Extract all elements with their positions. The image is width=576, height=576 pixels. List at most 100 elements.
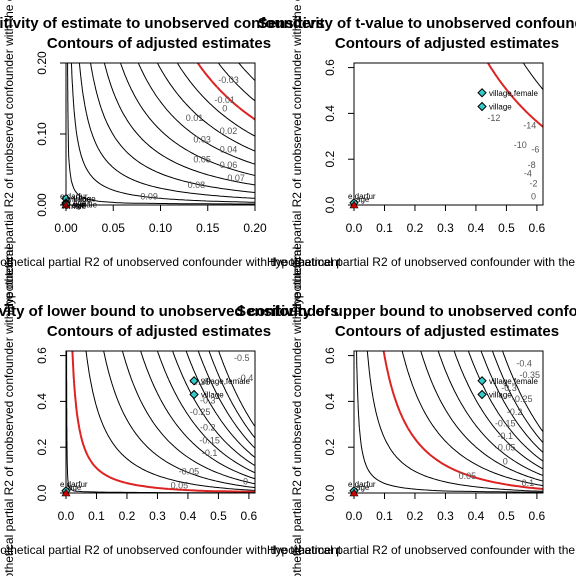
contour-line (356, 351, 543, 493)
x-tick-label: 0.10 (149, 221, 173, 235)
x-tick-label: 0.20 (243, 221, 267, 235)
y-tick-label: 0.6 (323, 59, 337, 76)
origin-point-label: age (356, 483, 370, 492)
x-tick-label: 0.15 (196, 221, 220, 235)
benchmark-point (477, 389, 487, 400)
benchmark-label: village (489, 103, 512, 112)
contour-label: -0.3 (200, 396, 216, 406)
x-tick-label: 0.1 (376, 221, 393, 235)
contour-label: -0.05 (179, 467, 200, 477)
chart-title: Sensitivity of lower bound to unobserved… (0, 303, 339, 320)
contour-line (185, 351, 255, 458)
y-tick-label: 0.0 (323, 484, 337, 501)
contour-label: 0 (531, 191, 536, 201)
contour-label: -6 (531, 144, 539, 154)
contour-label: -0.35 (190, 377, 211, 387)
x-axis-label: Hypothetical partial R2 of unobserved co… (267, 255, 576, 269)
contour-label: -10 (514, 140, 527, 150)
benchmark-point (189, 389, 199, 400)
x-tick-label: 0.5 (498, 221, 515, 235)
bound-point (349, 200, 359, 209)
origin-point-label: female (62, 202, 87, 211)
benchmark-label: village (73, 195, 96, 204)
contour-line (120, 63, 255, 176)
contour-label: 0 (243, 476, 248, 486)
contour-label: -0.05 (495, 442, 516, 452)
contour-line (90, 63, 255, 193)
y-axis-label: Hypothetical partial R2 of unobserved co… (290, 243, 304, 576)
contour-line (103, 63, 255, 186)
contour-label: 0.09 (140, 191, 158, 201)
bound-point (349, 488, 359, 497)
bound-point (61, 200, 71, 209)
contour-label: -0.4 (516, 359, 532, 369)
contour-line (67, 63, 255, 205)
y-tick-label: 0.0 (323, 196, 337, 213)
origin-point-label: e darfur (348, 192, 376, 201)
benchmark-point (477, 376, 487, 386)
contour-line (137, 63, 255, 165)
contour-label: 0.08 (188, 180, 206, 190)
chart-title: Sensitivity of estimate to unobserved co… (0, 15, 324, 32)
x-tick-label: 0.1 (88, 509, 105, 523)
y-tick-label: 0.2 (323, 439, 337, 456)
contour-lines (67, 63, 255, 205)
contour-label: -0.4 (238, 373, 254, 383)
y-tick-label: 0.0 (35, 484, 49, 501)
x-tick-label: 0.4 (180, 509, 197, 523)
contour-label: 0.01 (186, 113, 204, 123)
y-tick-label: 0.4 (323, 105, 337, 122)
y-axis-label: Hypothetical partial R2 of unobserved co… (2, 0, 16, 313)
contour-label: -0.01 (215, 95, 236, 105)
origin-point-label: e darfur (60, 192, 88, 201)
contour-label: 0.02 (220, 126, 238, 136)
y-tick-label: 0.6 (323, 347, 337, 364)
contour-line (420, 351, 543, 482)
contour-line (70, 63, 255, 203)
y-tick-label: 0.10 (35, 122, 49, 146)
benchmark-label: village (489, 391, 512, 400)
contour-label: -0.1 (497, 431, 513, 441)
plot-frame (353, 62, 544, 206)
contour-line (366, 351, 543, 492)
chart-panel-1: Sensitivity of estimate to unobserved co… (0, 0, 342, 313)
contour-label: -8 (528, 160, 536, 170)
y-tick-label: 0.2 (323, 151, 337, 168)
contour-line (401, 351, 543, 487)
contour-label: -0.3 (501, 383, 517, 393)
x-tick-label: 0.6 (529, 509, 546, 523)
x-tick-label: 0.6 (529, 221, 546, 235)
x-tick-label: 0.1 (376, 509, 393, 523)
contour-label: -12 (487, 113, 500, 123)
contour-label: -4 (524, 169, 532, 179)
x-axis-label: Hypothetical partial R2 of unobserved co… (0, 543, 342, 557)
contour-label: 0.04 (220, 144, 238, 154)
x-tick-label: 0.6 (241, 509, 258, 523)
contour-line (522, 63, 543, 90)
chart-panel-4: Sensitivity of upper bound to unobserved… (236, 243, 576, 576)
threshold-contour (71, 351, 255, 493)
contour-lines (66, 351, 255, 493)
y-tick-label: 0.00 (35, 193, 49, 217)
contour-line (238, 63, 255, 81)
x-tick-label: 0.00 (54, 221, 78, 235)
x-tick-label: 0.0 (58, 509, 75, 523)
benchmark-label: village,female (201, 377, 250, 386)
y-tick-label: 0.2 (35, 439, 49, 456)
contour-line (218, 351, 255, 427)
contour-line (85, 351, 255, 491)
contour-label: 0.05 (171, 481, 189, 491)
y-tick-label: 0.4 (323, 393, 337, 410)
contour-line (437, 351, 543, 476)
contour-label: -0.1 (202, 448, 218, 458)
x-axis-label: Hypothetical partial R2 of unobserved co… (267, 543, 576, 557)
x-tick-label: 0.3 (437, 509, 454, 523)
contour-label: 0.05 (459, 471, 477, 481)
chart-title: Sensitivity of upper bound to unobserved… (236, 303, 576, 320)
contour-line (217, 63, 255, 102)
y-axis-label: Hypothetical partial R2 of unobserved co… (2, 243, 16, 576)
y-tick-label: 0.6 (35, 347, 49, 364)
threshold-contour (487, 63, 543, 128)
plot-frame (353, 350, 544, 494)
contour-line (140, 351, 255, 480)
